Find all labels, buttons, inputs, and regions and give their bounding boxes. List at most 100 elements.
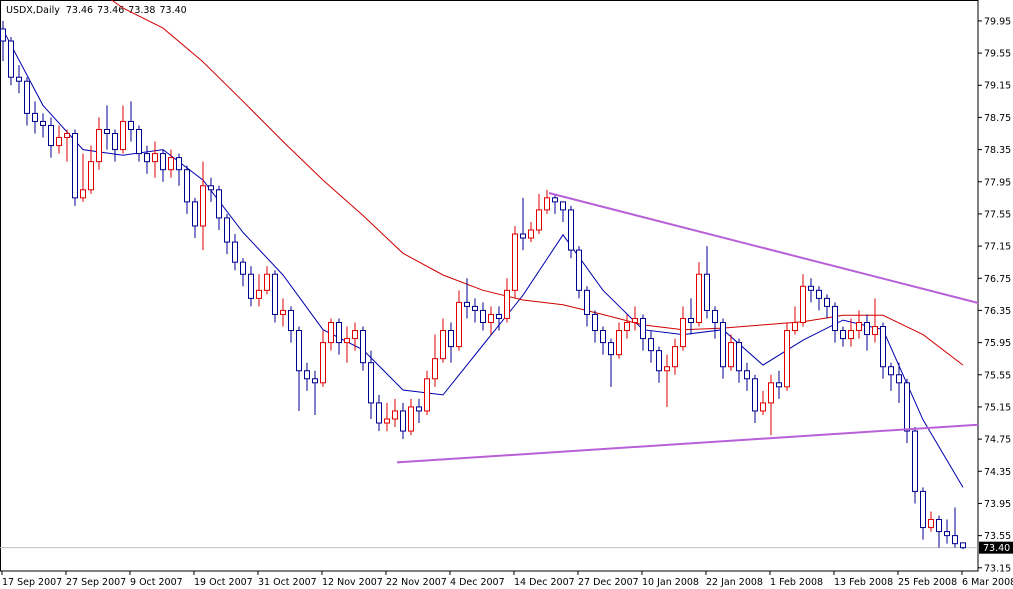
candle-body — [640, 317, 646, 340]
candle-body — [216, 189, 222, 219]
candle-body — [552, 197, 558, 203]
candle-body — [520, 233, 526, 239]
candle-body — [832, 305, 838, 332]
y-tick-label: 74.75 — [984, 435, 1011, 446]
candle-body — [392, 410, 398, 420]
candle-body — [712, 309, 718, 323]
y-tick-label: 79.15 — [984, 81, 1011, 92]
candle-body — [792, 321, 798, 332]
candle-body — [880, 326, 886, 368]
y-tick-label: 73.15 — [984, 563, 1011, 574]
candle-body — [384, 418, 390, 424]
candle-body — [424, 378, 430, 412]
candle-body — [96, 128, 102, 163]
candle-body — [960, 542, 966, 549]
candle-body — [16, 76, 22, 82]
candle-body — [120, 120, 126, 151]
open-value: 73.46 — [66, 5, 93, 16]
candle-body — [488, 313, 494, 323]
candle-body — [440, 330, 446, 360]
candle-body — [208, 185, 214, 191]
candle-body — [672, 346, 678, 368]
candle-body — [288, 309, 294, 332]
candle-body — [824, 297, 830, 307]
candle-body — [856, 321, 862, 332]
candle-body — [608, 342, 614, 356]
candle-body — [256, 289, 262, 299]
y-tick-label: 76.35 — [984, 306, 1011, 317]
candle-body — [664, 366, 670, 372]
candle-body — [296, 330, 302, 372]
candle-body — [720, 321, 726, 368]
candle-body — [888, 366, 894, 376]
candle-body — [624, 321, 630, 332]
chart-header: USDX,Daily 73.46 73.46 73.38 73.40 — [6, 5, 187, 16]
candle-body — [568, 209, 574, 251]
candle-body — [944, 531, 950, 537]
trendline — [548, 192, 978, 304]
plot-frame — [0, 0, 979, 572]
candle-body — [400, 410, 406, 432]
x-tick-label: 19 Oct 2007 — [194, 577, 253, 588]
x-tick-label: 25 Feb 2008 — [898, 577, 957, 588]
trendline — [396, 423, 978, 464]
candle-body — [112, 133, 118, 151]
x-tick-label: 27 Dec 2007 — [578, 577, 639, 588]
low-value: 73.38 — [128, 5, 155, 16]
candle-body — [896, 374, 902, 384]
y-tick-label: 75.15 — [984, 402, 1011, 413]
candle-body — [0, 28, 6, 42]
candle-body — [272, 273, 278, 315]
candle-body — [912, 430, 918, 492]
candle-body — [200, 185, 206, 227]
candle-body — [432, 358, 438, 380]
y-tick-label: 77.95 — [984, 177, 1011, 188]
x-tick-label: 10 Jan 2008 — [642, 577, 699, 588]
x-tick-label: 17 Sep 2007 — [2, 577, 62, 588]
y-tick-label: 77.15 — [984, 242, 1011, 253]
candle-body — [776, 382, 782, 388]
candle-body — [512, 233, 518, 291]
candle-body — [160, 153, 166, 171]
candle-body — [560, 201, 566, 211]
candle-body — [168, 157, 174, 171]
y-tick-label: 79.55 — [984, 49, 1011, 60]
candle-body — [328, 321, 334, 344]
y-tick-label: 76.75 — [984, 274, 1011, 285]
candle-body — [448, 330, 454, 348]
moving-average — [110, 0, 964, 366]
candle-body — [680, 317, 686, 348]
close-value: 73.40 — [159, 5, 186, 16]
candle-body — [56, 137, 62, 147]
candle-body — [536, 209, 542, 231]
candle-body — [464, 301, 470, 307]
candle-body — [232, 241, 238, 263]
candle-body — [504, 289, 510, 319]
candle-body — [304, 370, 310, 380]
candle-body — [592, 313, 598, 332]
candle-body — [784, 330, 790, 388]
x-tick-label: 31 Oct 2007 — [258, 577, 317, 588]
candle-body — [72, 133, 78, 199]
candle-body — [528, 229, 534, 239]
candle-body — [184, 169, 190, 203]
candle-body — [920, 490, 926, 529]
candle-body — [768, 382, 774, 404]
candle-body — [32, 112, 38, 122]
candle-body — [728, 342, 734, 368]
candle-body — [808, 285, 814, 291]
candle-body — [544, 197, 550, 211]
candle-body — [616, 330, 622, 356]
candle-body — [864, 321, 870, 336]
candle-body — [696, 273, 702, 323]
candle-body — [24, 80, 30, 114]
candle-body — [584, 289, 590, 315]
y-tick-label: 78.35 — [984, 145, 1011, 156]
candle-body — [40, 120, 46, 126]
last-price-box — [979, 541, 1013, 554]
candle-body — [320, 342, 326, 384]
y-tick-label: 73.55 — [984, 531, 1011, 542]
y-tick-label: 75.55 — [984, 370, 1011, 381]
candle-body — [344, 338, 350, 344]
